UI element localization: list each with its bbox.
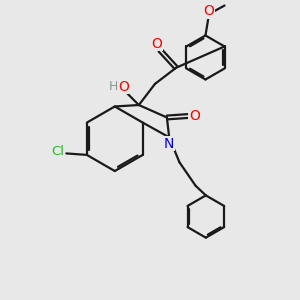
Text: N: N <box>164 137 174 151</box>
Text: H: H <box>109 80 118 93</box>
Text: O: O <box>118 80 129 94</box>
Text: O: O <box>189 109 200 123</box>
Text: O: O <box>203 4 214 18</box>
Text: O: O <box>152 37 163 51</box>
Text: Cl: Cl <box>51 145 64 158</box>
